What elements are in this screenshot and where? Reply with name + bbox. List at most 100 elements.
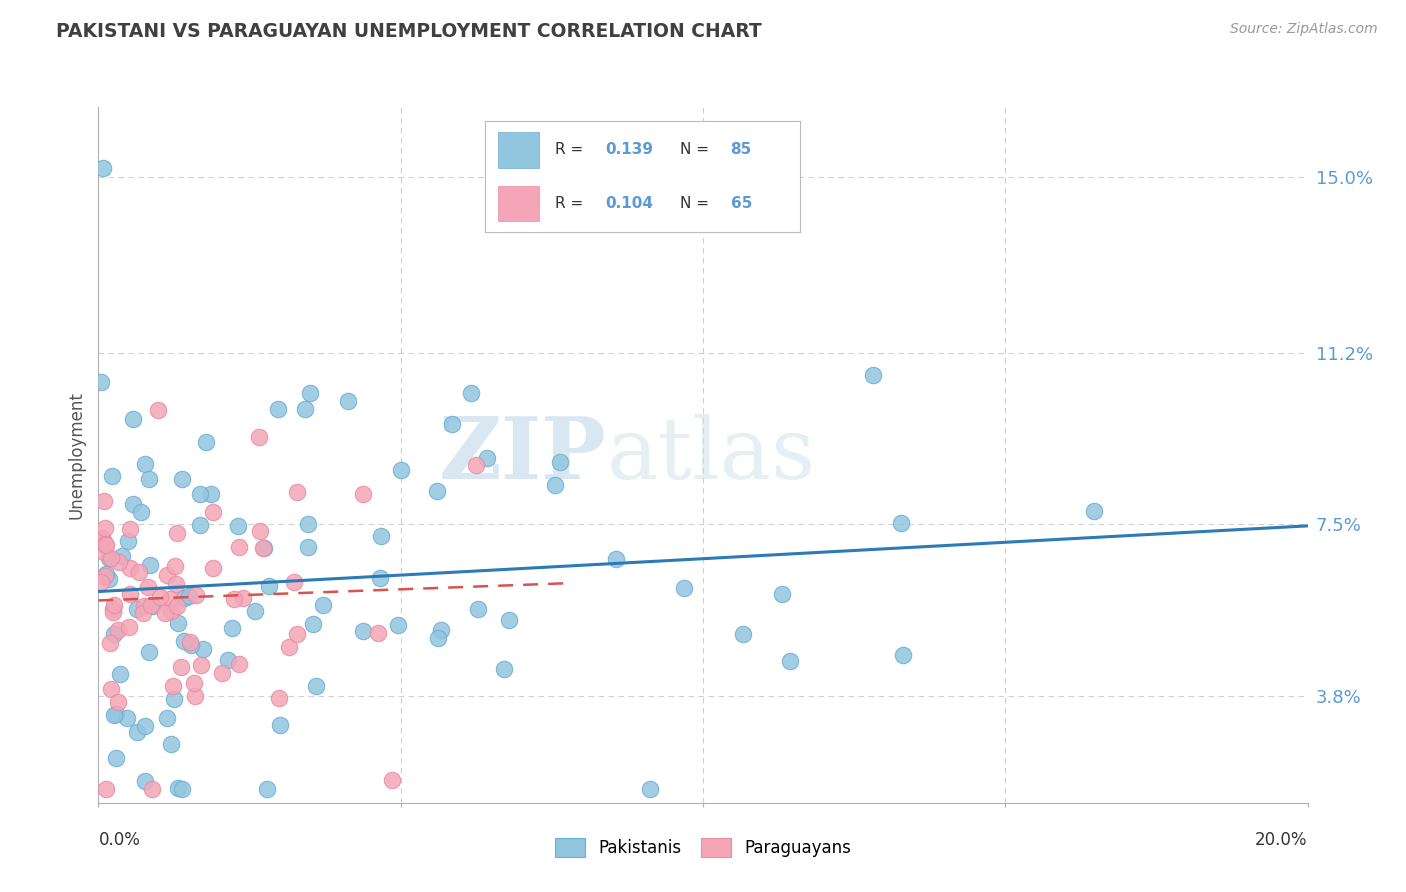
- Point: [132, 606, 155, 620]
- Point: [183, 676, 205, 690]
- Point: [370, 571, 392, 585]
- Point: [118, 522, 141, 536]
- Point: [122, 497, 145, 511]
- Text: Source: ZipAtlas.com: Source: ZipAtlas.com: [1230, 22, 1378, 37]
- Point: [134, 719, 156, 733]
- Point: [100, 550, 122, 565]
- Point: [389, 463, 412, 477]
- Point: [179, 634, 201, 648]
- Point: [134, 773, 156, 788]
- Point: [430, 623, 453, 637]
- Point: [173, 591, 195, 605]
- Point: [166, 599, 188, 614]
- Point: [120, 587, 142, 601]
- Point: [190, 657, 212, 672]
- Point: [173, 634, 195, 648]
- Point: [96, 538, 118, 552]
- Point: [107, 624, 129, 638]
- Point: [294, 401, 316, 416]
- Point: [141, 781, 163, 796]
- Point: [117, 534, 139, 549]
- Point: [195, 434, 218, 449]
- Point: [91, 531, 114, 545]
- Point: [427, 631, 450, 645]
- Point: [891, 648, 914, 662]
- Point: [103, 707, 125, 722]
- Point: [387, 617, 409, 632]
- Point: [673, 581, 696, 595]
- Point: [297, 516, 319, 531]
- Point: [252, 541, 274, 556]
- Point: [202, 560, 225, 574]
- Point: [100, 681, 122, 696]
- Point: [605, 552, 627, 566]
- Point: [228, 540, 250, 554]
- Point: [221, 622, 243, 636]
- Point: [370, 528, 392, 542]
- Point: [232, 591, 254, 605]
- Point: [217, 653, 239, 667]
- Text: 20.0%: 20.0%: [1256, 830, 1308, 848]
- Point: [90, 575, 112, 590]
- Point: [367, 626, 389, 640]
- Point: [93, 545, 115, 559]
- Point: [779, 654, 801, 668]
- Point: [96, 781, 118, 796]
- Text: 0.0%: 0.0%: [98, 830, 141, 848]
- Point: [298, 385, 321, 400]
- Point: [120, 560, 142, 574]
- Point: [177, 589, 200, 603]
- Point: [148, 403, 170, 417]
- Point: [165, 577, 187, 591]
- Point: [190, 517, 212, 532]
- Text: ZIP: ZIP: [439, 413, 606, 497]
- Point: [90, 376, 112, 390]
- Point: [156, 711, 179, 725]
- Point: [156, 568, 179, 582]
- Point: [166, 615, 188, 630]
- Point: [170, 660, 193, 674]
- Point: [160, 737, 183, 751]
- Point: [312, 598, 335, 612]
- Point: [162, 679, 184, 693]
- Point: [352, 624, 374, 639]
- Point: [149, 590, 172, 604]
- Point: [277, 640, 299, 654]
- Point: [142, 599, 165, 613]
- Point: [269, 690, 291, 705]
- Point: [163, 558, 186, 573]
- Point: [108, 667, 131, 681]
- Point: [131, 505, 153, 519]
- Point: [117, 620, 139, 634]
- Point: [770, 587, 793, 601]
- Text: atlas: atlas: [606, 413, 815, 497]
- Point: [127, 601, 149, 615]
- Point: [170, 781, 193, 796]
- Point: [134, 458, 156, 472]
- Point: [153, 606, 176, 620]
- Point: [122, 411, 145, 425]
- Point: [180, 638, 202, 652]
- Point: [101, 601, 124, 615]
- Point: [139, 598, 162, 612]
- Point: [211, 666, 233, 681]
- Point: [297, 540, 319, 554]
- Point: [127, 725, 149, 739]
- Point: [91, 533, 114, 548]
- Point: [283, 574, 305, 589]
- Point: [98, 636, 121, 650]
- Point: [544, 478, 567, 492]
- Point: [224, 592, 246, 607]
- Point: [475, 451, 498, 466]
- Point: [467, 601, 489, 615]
- Point: [269, 718, 291, 732]
- Point: [166, 526, 188, 541]
- Point: [460, 385, 482, 400]
- Point: [105, 706, 128, 721]
- Point: [103, 627, 125, 641]
- Point: [731, 627, 754, 641]
- Point: [259, 579, 281, 593]
- Point: [245, 604, 267, 618]
- Point: [93, 537, 115, 551]
- Point: [890, 516, 912, 531]
